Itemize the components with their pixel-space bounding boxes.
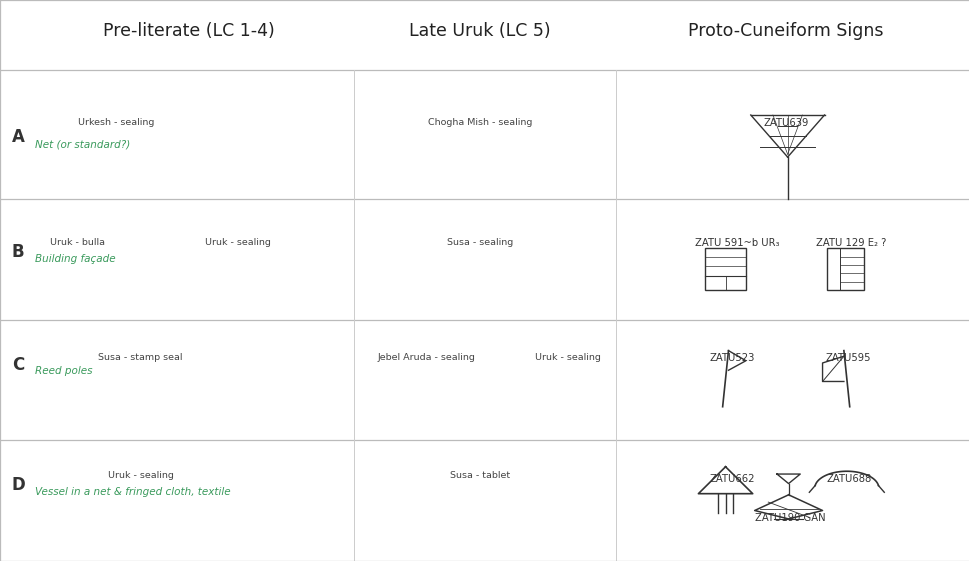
Text: Susa - sealing: Susa - sealing: [447, 238, 513, 247]
Text: Susa - stamp seal: Susa - stamp seal: [98, 353, 183, 362]
Text: ZATU190 GAN: ZATU190 GAN: [755, 513, 825, 523]
Text: Reed poles: Reed poles: [35, 366, 92, 376]
Text: ZATU 129 E₂ ?: ZATU 129 E₂ ?: [816, 238, 886, 249]
Text: ZATU639: ZATU639: [763, 118, 807, 128]
Text: Late Uruk (LC 5): Late Uruk (LC 5): [409, 22, 550, 40]
Text: ZATU523: ZATU523: [709, 353, 754, 364]
Text: Uruk - sealing: Uruk - sealing: [204, 238, 270, 247]
Text: Urkesh - sealing: Urkesh - sealing: [78, 118, 154, 127]
Text: ZATU688: ZATU688: [826, 474, 870, 484]
Text: D: D: [12, 476, 25, 494]
Text: ZATU595: ZATU595: [826, 353, 870, 364]
Text: B: B: [12, 243, 24, 261]
Text: ZATU662: ZATU662: [709, 474, 754, 484]
Text: Chogha Mish - sealing: Chogha Mish - sealing: [427, 118, 532, 127]
Text: Pre-literate (LC 1-4): Pre-literate (LC 1-4): [103, 22, 275, 40]
Bar: [827, 248, 863, 291]
Text: Uruk - sealing: Uruk - sealing: [108, 471, 173, 480]
Text: Vessel in a net & fringed cloth, textile: Vessel in a net & fringed cloth, textile: [35, 487, 231, 497]
Text: Net (or standard?): Net (or standard?): [35, 139, 130, 149]
Text: A: A: [12, 128, 24, 146]
Text: ZATU 591~b UR₃: ZATU 591~b UR₃: [694, 238, 779, 249]
Text: Uruk - bulla: Uruk - bulla: [50, 238, 105, 247]
Bar: [704, 248, 745, 291]
Text: Building façade: Building façade: [35, 254, 115, 264]
Text: Proto-Cuneiform Signs: Proto-Cuneiform Signs: [687, 22, 883, 40]
Text: C: C: [12, 356, 24, 374]
Text: Susa - tablet: Susa - tablet: [450, 471, 510, 480]
Text: Uruk - sealing: Uruk - sealing: [534, 353, 600, 362]
Text: Jebel Aruda - sealing: Jebel Aruda - sealing: [378, 353, 475, 362]
